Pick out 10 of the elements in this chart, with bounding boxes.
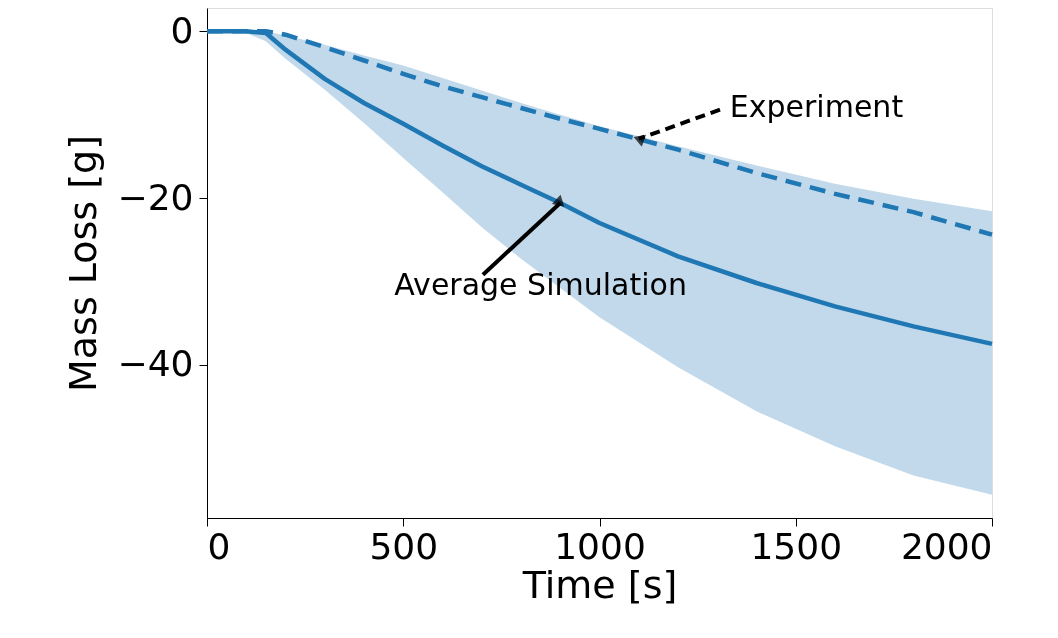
annotation: Average Simulation <box>394 267 687 303</box>
x-tick-label: 1500 <box>750 525 843 567</box>
annotation: Experiment <box>729 89 904 124</box>
x-tick-label: 0 <box>207 525 231 567</box>
x-tick-label: 2000 <box>900 525 993 567</box>
y-tick-label: −20 <box>117 176 194 218</box>
y-axis-title: Mass Loss [g] <box>60 135 105 392</box>
x-tick-label: 500 <box>369 525 439 567</box>
y-tick-label: 0 <box>170 9 194 51</box>
y-tick-label: −40 <box>117 343 194 385</box>
